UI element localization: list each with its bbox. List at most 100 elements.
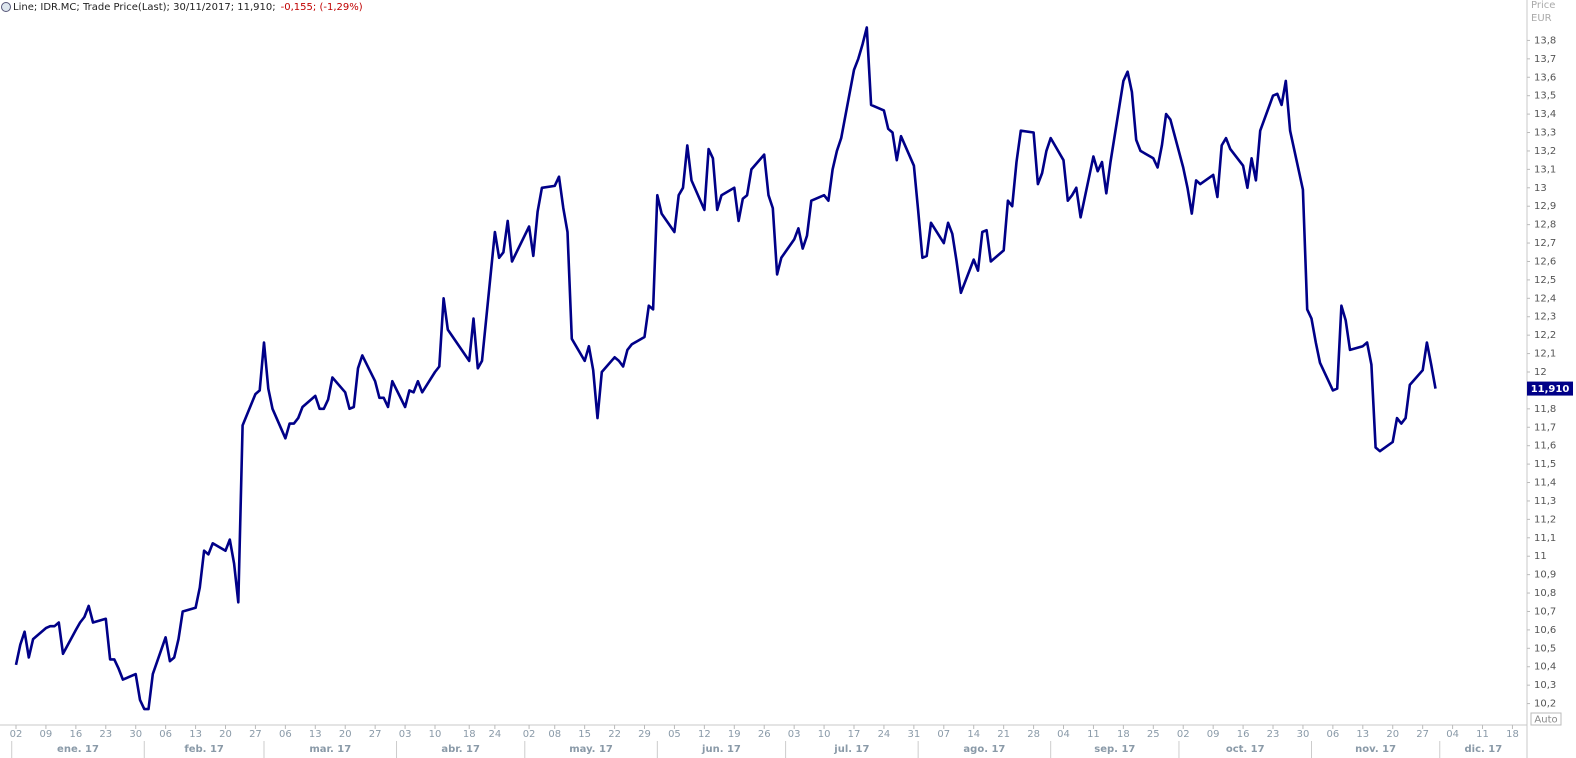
- x-tick-label: 03: [788, 729, 801, 740]
- x-tick-label: 02: [523, 729, 536, 740]
- x-tick-label: 30: [129, 729, 142, 740]
- x-tick-label: 21: [997, 729, 1010, 740]
- y-tick-label: 13,2: [1534, 146, 1556, 157]
- x-tick-label: 02: [1177, 729, 1190, 740]
- y-tick-label: 12,3: [1534, 312, 1556, 323]
- x-tick-label: 22: [608, 729, 621, 740]
- x-tick-label: 27: [369, 729, 382, 740]
- x-tick-label: 08: [548, 729, 561, 740]
- last-value-box: [1527, 381, 1573, 396]
- y-tick-label: 13,6: [1534, 72, 1556, 83]
- y-tick-label: 10,5: [1534, 643, 1556, 654]
- x-tick-label: 18: [1506, 729, 1519, 740]
- y-tick-label: 13,4: [1534, 109, 1556, 120]
- y-tick-label: 10,7: [1534, 606, 1556, 617]
- x-tick-label: 14: [967, 729, 980, 740]
- y-tick-label: 13,8: [1534, 35, 1556, 46]
- x-tick-label: 04: [1446, 729, 1459, 740]
- y-tick-label: 12,2: [1534, 330, 1556, 341]
- scale-mode-box[interactable]: [1530, 712, 1562, 726]
- y-tick-label: 13: [1534, 183, 1547, 194]
- month-label: abr. 17: [441, 744, 480, 755]
- x-tick-label: 29: [638, 729, 651, 740]
- x-tick-label: 16: [69, 729, 82, 740]
- x-tick-label: 05: [668, 729, 681, 740]
- y-tick-label: 10,4: [1534, 662, 1556, 673]
- x-tick-label: 28: [1027, 729, 1040, 740]
- y-tick-label: 13,7: [1534, 54, 1556, 65]
- x-tick-label: 18: [1117, 729, 1130, 740]
- y-tick-label: 12,8: [1534, 220, 1556, 231]
- axis-unit: EUR: [1531, 13, 1552, 24]
- y-tick-label: 12,7: [1534, 238, 1556, 249]
- y-tick-label: 10,9: [1534, 570, 1556, 581]
- y-tick-label: 11,5: [1534, 459, 1556, 470]
- y-tick-label: 11,6: [1534, 441, 1556, 452]
- x-tick-label: 26: [758, 729, 771, 740]
- month-label: ago. 17: [963, 744, 1005, 755]
- y-tick-label: 13,3: [1534, 128, 1556, 139]
- month-label: jun. 17: [701, 744, 741, 755]
- last-value-label: 11,910: [1531, 384, 1570, 395]
- y-tick-label: 10,8: [1534, 588, 1556, 599]
- x-tick-label: 04: [1057, 729, 1070, 740]
- x-tick-label: 13: [1356, 729, 1369, 740]
- month-label: oct. 17: [1226, 744, 1265, 755]
- x-tick-label: 20: [219, 729, 232, 740]
- y-tick-label: 13,1: [1534, 164, 1556, 175]
- y-tick-label: 12,5: [1534, 275, 1556, 286]
- y-tick-label: 10,2: [1534, 699, 1556, 710]
- x-tick-label: 13: [189, 729, 202, 740]
- y-tick-label: 11,8: [1534, 404, 1556, 415]
- y-tick-label: 12,9: [1534, 201, 1556, 212]
- y-tick-label: 11,4: [1534, 478, 1556, 489]
- x-tick-label: 17: [848, 729, 861, 740]
- y-tick-label: 12,1: [1534, 349, 1556, 360]
- y-tick-label: 11,2: [1534, 514, 1556, 525]
- x-tick-label: 30: [1297, 729, 1310, 740]
- x-tick-label: 18: [463, 729, 476, 740]
- x-tick-label: 20: [1386, 729, 1399, 740]
- x-tick-label: 06: [1327, 729, 1340, 740]
- x-tick-label: 07: [937, 729, 950, 740]
- x-tick-label: 15: [578, 729, 591, 740]
- x-tick-label: 10: [818, 729, 831, 740]
- month-label: sep. 17: [1094, 744, 1135, 755]
- y-tick-label: 13,5: [1534, 91, 1556, 102]
- x-tick-label: 02: [10, 729, 23, 740]
- month-label: nov. 17: [1355, 744, 1396, 755]
- y-tick-label: 11,3: [1534, 496, 1556, 507]
- x-tick-label: 03: [399, 729, 412, 740]
- x-tick-label: 25: [1147, 729, 1160, 740]
- x-tick-label: 23: [1267, 729, 1280, 740]
- x-tick-label: 11: [1087, 729, 1100, 740]
- x-tick-label: 16: [1237, 729, 1250, 740]
- scale-mode[interactable]: Auto: [1534, 715, 1557, 726]
- x-tick-label: 24: [878, 729, 891, 740]
- y-tick-label: 12: [1534, 367, 1547, 378]
- y-tick-label: 11,1: [1534, 533, 1556, 544]
- x-tick-label: 06: [159, 729, 172, 740]
- y-tick-label: 12,4: [1534, 293, 1556, 304]
- header-change: -0,155; (-1,29%): [281, 2, 363, 13]
- x-tick-label: 20: [339, 729, 352, 740]
- header-title: Line; IDR.MC; Trade Price(Last); 30/11/2…: [13, 2, 276, 13]
- x-tick-label: 27: [1416, 729, 1429, 740]
- price-line: [14, 26, 1437, 711]
- x-tick-label: 19: [728, 729, 741, 740]
- header-icon: [1, 2, 11, 12]
- y-tick-label: 10,6: [1534, 625, 1556, 636]
- month-label: ene. 17: [57, 744, 99, 755]
- month-label: jul. 17: [833, 744, 869, 755]
- x-tick-label: 06: [279, 729, 292, 740]
- x-tick-label: 11: [1476, 729, 1489, 740]
- y-tick-label: 11,7: [1534, 422, 1556, 433]
- x-tick-label: 27: [249, 729, 262, 740]
- x-tick-label: 12: [698, 729, 711, 740]
- month-label: feb. 17: [184, 744, 224, 755]
- y-tick-label: 10,3: [1534, 680, 1556, 691]
- axis-title: Price: [1531, 0, 1555, 11]
- y-tick-label: 11: [1534, 551, 1547, 562]
